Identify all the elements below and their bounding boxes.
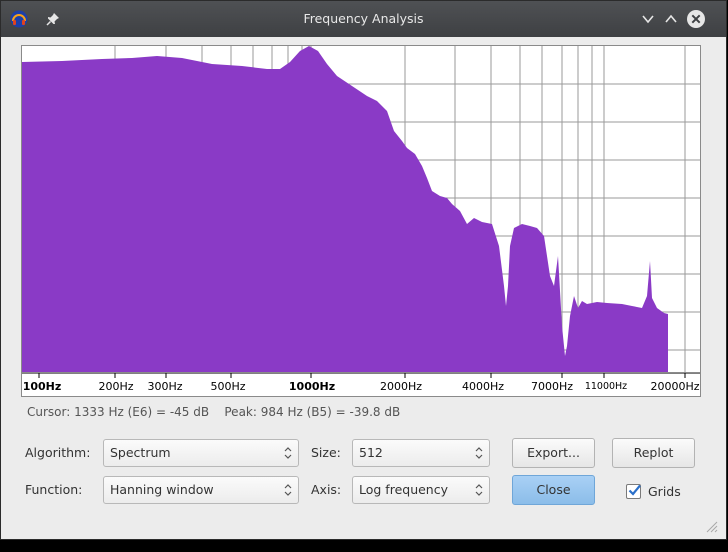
freq-label-7000hz: 7000Hz bbox=[530, 380, 574, 393]
freq-label-1000hz: 1000Hz bbox=[288, 380, 336, 393]
updown-arrows-icon bbox=[475, 484, 483, 496]
export-button[interactable]: Export... bbox=[512, 438, 595, 468]
freq-label-4000hz: 4000Hz bbox=[461, 380, 505, 393]
function-label: Function: bbox=[25, 482, 83, 497]
minimize-chevron-icon[interactable] bbox=[639, 10, 657, 28]
freq-label-2000hz: 2000Hz bbox=[379, 380, 423, 393]
cursor-peak-readout: Cursor: 1333 Hz (E6) = -45 dB Peak: 984 … bbox=[27, 405, 400, 419]
maximize-chevron-icon[interactable] bbox=[662, 10, 680, 28]
close-button[interactable]: Close bbox=[512, 475, 595, 505]
axis-value: Log frequency bbox=[359, 482, 448, 497]
algorithm-label: Algorithm: bbox=[25, 445, 91, 460]
algorithm-select[interactable]: Spectrum bbox=[103, 439, 299, 467]
axis-select[interactable]: Log frequency bbox=[352, 476, 490, 504]
axis-label: Axis: bbox=[311, 482, 342, 497]
freq-label-500hz: 500Hz bbox=[210, 380, 246, 393]
grids-checkbox[interactable] bbox=[626, 484, 641, 499]
frequency-analysis-window: Frequency Analysis bbox=[0, 0, 727, 540]
title-bar[interactable]: Frequency Analysis bbox=[1, 1, 726, 37]
frequency-axis bbox=[21, 373, 701, 397]
function-select[interactable]: Hanning window bbox=[103, 476, 299, 504]
resize-grip-icon[interactable] bbox=[704, 519, 718, 533]
close-icon[interactable] bbox=[686, 9, 706, 29]
cursor-readout: Cursor: 1333 Hz (E6) = -45 dB bbox=[27, 405, 210, 419]
size-label: Size: bbox=[311, 445, 341, 460]
freq-label-11000hz: 11000Hz bbox=[584, 381, 628, 392]
updown-arrows-icon bbox=[284, 484, 292, 496]
spectrum-plot[interactable] bbox=[21, 45, 701, 373]
window-title: Frequency Analysis bbox=[303, 11, 424, 26]
freq-label-20000hz: 20000Hz bbox=[650, 380, 700, 393]
size-select[interactable]: 512 bbox=[352, 439, 490, 467]
checkmark-icon bbox=[628, 484, 641, 496]
peak-readout: Peak: 984 Hz (B5) = -39.8 dB bbox=[224, 405, 401, 419]
freq-label-100hz: 100Hz bbox=[22, 380, 62, 393]
updown-arrows-icon bbox=[284, 447, 292, 459]
replot-button[interactable]: Replot bbox=[612, 438, 695, 468]
spectrum-fill bbox=[22, 46, 668, 372]
pin-icon[interactable] bbox=[45, 11, 61, 27]
audacity-app-icon bbox=[10, 10, 28, 28]
updown-arrows-icon bbox=[475, 447, 483, 459]
freq-label-200hz: 200Hz bbox=[98, 380, 134, 393]
grids-label: Grids bbox=[648, 484, 681, 499]
freq-label-300hz: 300Hz bbox=[147, 380, 183, 393]
algorithm-value: Spectrum bbox=[110, 445, 171, 460]
function-value: Hanning window bbox=[110, 482, 214, 497]
size-value: 512 bbox=[359, 445, 383, 460]
